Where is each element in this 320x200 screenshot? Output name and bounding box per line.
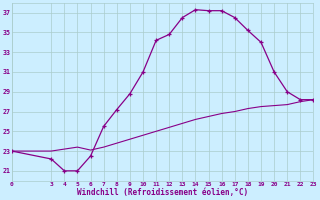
X-axis label: Windchill (Refroidissement éolien,°C): Windchill (Refroidissement éolien,°C)	[77, 188, 248, 197]
